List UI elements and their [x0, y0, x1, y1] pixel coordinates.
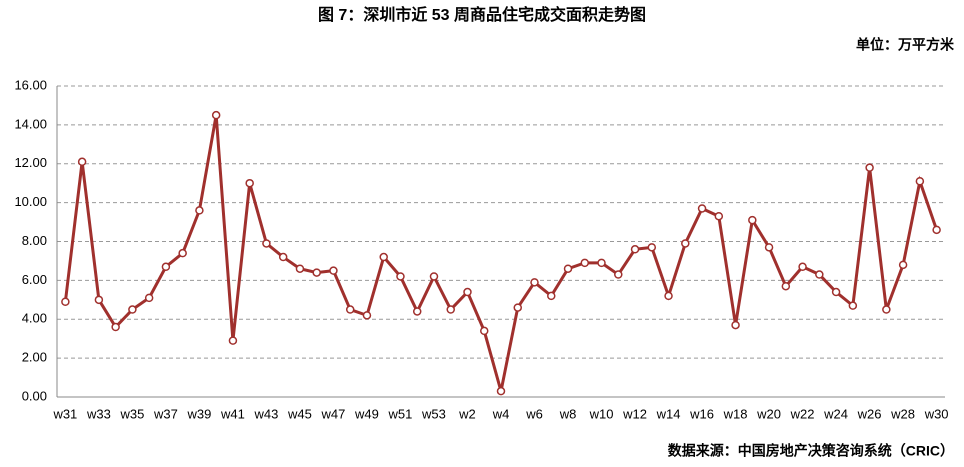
point: [178, 248, 187, 258]
x-tick-label: w16: [689, 406, 714, 421]
point: [731, 320, 740, 330]
x-tick-label: w20: [756, 406, 781, 421]
point: [161, 262, 171, 272]
x-tick-label: w45: [287, 406, 312, 421]
y-tick-label: 16.00: [14, 77, 47, 92]
x-tick-label: w28: [890, 406, 915, 421]
point: [463, 287, 472, 297]
point: [848, 301, 858, 310]
point: [479, 326, 489, 336]
x-tick-label: w18: [723, 406, 748, 421]
point: [781, 281, 791, 291]
x-tick-label: w24: [823, 406, 848, 421]
x-tick-label: w41: [220, 406, 245, 421]
point: [580, 258, 590, 268]
x-tick-label: w8: [559, 406, 577, 421]
point: [764, 243, 774, 252]
point: [597, 258, 606, 268]
x-tick-label: w31: [52, 406, 77, 421]
point: [144, 293, 154, 303]
source-note: 数据来源：中国房地产决策咨询系统（CRIC）: [668, 443, 954, 459]
x-tick-label: w12: [622, 406, 647, 421]
x-tick-label: w51: [388, 406, 413, 421]
y-tick-label: 14.00: [14, 116, 47, 131]
point: [262, 239, 271, 248]
point: [379, 252, 388, 262]
x-tick-label: w37: [153, 406, 178, 421]
point: [530, 278, 539, 287]
y-tick-label: 12.00: [14, 155, 47, 170]
point: [563, 264, 573, 273]
x-tick-label: w39: [186, 406, 211, 421]
x-tick-label: w6: [525, 406, 543, 421]
x-tick-label: w10: [589, 406, 614, 421]
point: [630, 245, 640, 254]
x-tick-label: w43: [254, 406, 279, 421]
chart-title: 图 7：深圳市近 53 周商品住宅成交面积走势图: [318, 5, 646, 24]
x-tick-label: w4: [492, 406, 510, 421]
x-tick-label: w26: [857, 406, 882, 421]
point: [245, 178, 254, 188]
y-tick-label: 10.00: [14, 194, 47, 209]
line: [63, 114, 939, 392]
point: [412, 307, 422, 316]
point: [664, 291, 673, 301]
point: [714, 211, 724, 221]
point: [77, 157, 87, 167]
unit-label: 单位：万平方米: [856, 37, 955, 53]
point: [94, 295, 104, 305]
point: [915, 176, 925, 186]
point: [329, 266, 338, 275]
x-tick-label: w30: [924, 406, 949, 421]
point: [312, 268, 321, 277]
point: [396, 272, 405, 281]
point: [211, 110, 221, 120]
y-tick-label: 8.00: [22, 233, 47, 248]
point: [61, 297, 70, 307]
point: [278, 252, 288, 262]
point: [345, 305, 355, 314]
x-tick-label: w33: [86, 406, 111, 421]
point: [513, 303, 523, 312]
point: [932, 225, 941, 235]
x-tick-label: w14: [656, 406, 681, 421]
point: [831, 287, 841, 297]
y-tick-label: 6.00: [22, 272, 47, 287]
point: [496, 386, 506, 396]
point: [882, 305, 891, 314]
point: [614, 270, 623, 279]
point: [446, 305, 455, 314]
point: [547, 291, 556, 301]
point: [228, 336, 238, 345]
point: [362, 311, 372, 320]
point: [865, 163, 874, 172]
point: [681, 239, 690, 248]
point: [647, 243, 657, 252]
point: [429, 272, 439, 281]
y-tick-label: 2.00: [22, 350, 47, 365]
x-tick-label: w35: [119, 406, 144, 421]
point: [697, 204, 707, 213]
point: [798, 262, 807, 272]
x-tick-label: w47: [321, 406, 346, 421]
point: [815, 270, 824, 279]
y-tick-label: 4.00: [22, 311, 47, 326]
point: [111, 322, 120, 332]
point: [748, 215, 757, 225]
point: [898, 260, 908, 270]
x-tick-label: w53: [421, 406, 446, 421]
point: [295, 264, 305, 273]
point: [195, 206, 204, 215]
x-tick-label: w49: [354, 406, 379, 421]
x-tick-label: w22: [790, 406, 815, 421]
x-tick-label: w2: [458, 406, 476, 421]
point: [128, 305, 137, 314]
y-tick-label: 0.00: [22, 388, 47, 403]
